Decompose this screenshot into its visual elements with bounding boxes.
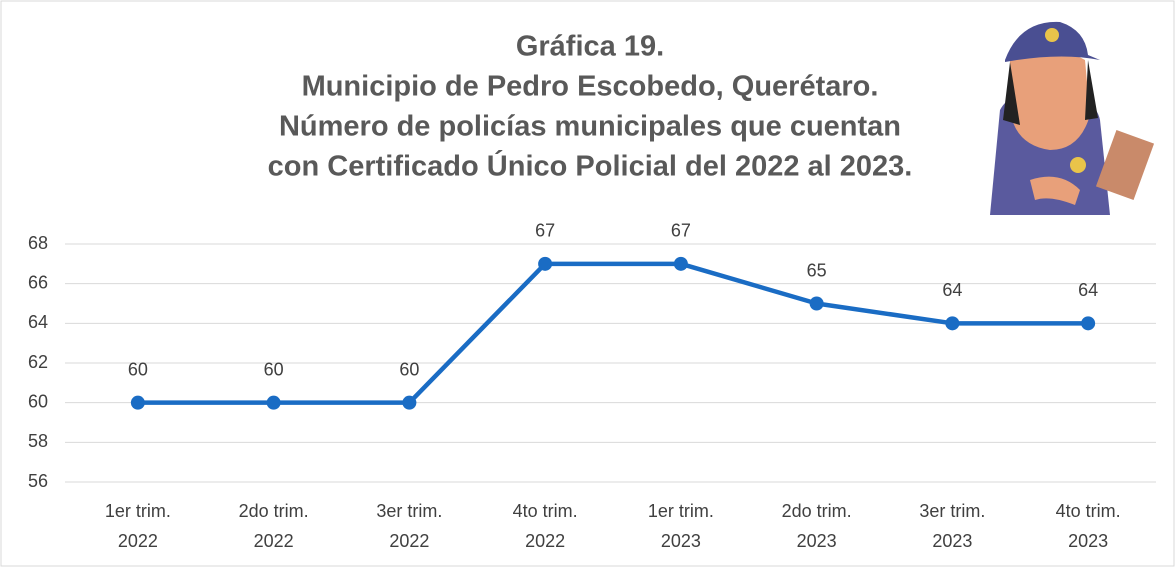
x-tick-label: 2022 [389, 531, 429, 551]
data-label: 60 [264, 359, 284, 379]
y-tick-label: 56 [28, 471, 48, 491]
y-tick-label: 68 [28, 233, 48, 253]
chart: Gráfica 19. Municipio de Pedro Escobedo, … [0, 0, 1175, 567]
data-label: 64 [942, 280, 962, 300]
x-tick-label: 2023 [661, 531, 701, 551]
data-point [945, 316, 959, 330]
x-tick-label: 4to trim. [1056, 501, 1121, 521]
data-label: 60 [128, 359, 148, 379]
x-tick-label: 3er trim. [376, 501, 442, 521]
chart-title: Municipio de Pedro Escobedo, Querétaro. [302, 71, 879, 103]
data-label: 67 [671, 221, 691, 241]
data-label: 67 [535, 221, 555, 241]
x-tick-label: 2023 [1068, 531, 1108, 551]
x-tick-label: 4to trim. [513, 501, 578, 521]
data-point [538, 257, 552, 271]
data-point [402, 396, 416, 410]
x-tick-label: 1er trim. [105, 501, 171, 521]
data-point [1081, 316, 1095, 330]
data-label: 60 [399, 359, 419, 379]
x-tick-label: 2022 [525, 531, 565, 551]
x-tick-label: 1er trim. [648, 501, 714, 521]
y-tick-label: 64 [28, 312, 48, 332]
y-tick-label: 62 [28, 352, 48, 372]
x-tick-label: 2022 [254, 531, 294, 551]
data-label: 64 [1078, 280, 1098, 300]
x-tick-label: 2023 [797, 531, 837, 551]
data-label: 65 [807, 260, 827, 280]
x-tick-label: 2do trim. [239, 501, 309, 521]
x-tick-label: 3er trim. [919, 501, 985, 521]
x-tick-label: 2023 [932, 531, 972, 551]
y-tick-label: 66 [28, 272, 48, 292]
x-tick-label: 2022 [118, 531, 158, 551]
chart-title: con Certificado Único Policial del 2022 … [268, 149, 913, 183]
data-point [267, 396, 281, 410]
x-tick-label: 2do trim. [782, 501, 852, 521]
data-point [810, 297, 824, 311]
y-tick-label: 60 [28, 391, 48, 411]
data-point [674, 257, 688, 271]
chart-title: Número de policías municipales que cuent… [279, 111, 901, 143]
data-point [131, 396, 145, 410]
y-tick-label: 58 [28, 431, 48, 451]
chart-title: Gráfica 19. [516, 31, 664, 63]
